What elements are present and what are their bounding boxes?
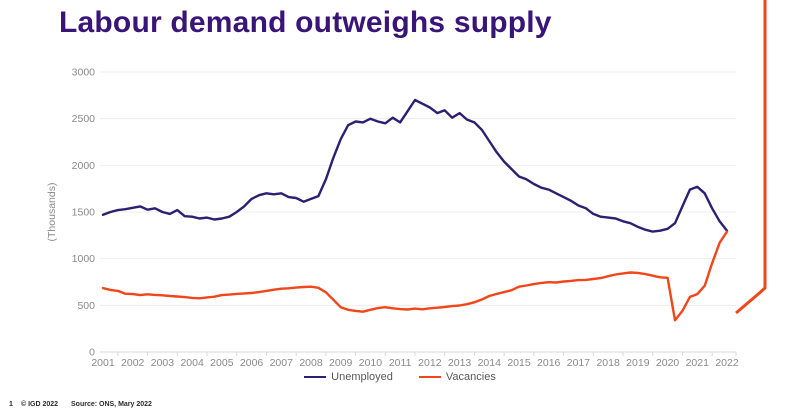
svg-text:2010: 2010	[359, 357, 383, 369]
source-text: Source: ONS, Mary 2022	[71, 401, 152, 408]
legend-label-vacancies: Vacancies	[445, 371, 496, 383]
svg-text:2012: 2012	[418, 357, 442, 369]
svg-text:0: 0	[89, 347, 95, 359]
svg-text:3000: 3000	[72, 67, 96, 79]
svg-text:2018: 2018	[596, 357, 620, 369]
svg-text:2016: 2016	[537, 357, 561, 369]
svg-text:2004: 2004	[180, 357, 204, 369]
svg-text:2021: 2021	[686, 357, 710, 369]
legend-swatch-unemployed-line	[304, 375, 327, 379]
svg-text:2000: 2000	[72, 160, 96, 172]
svg-text:2002: 2002	[121, 357, 145, 369]
legend-item-unemployed: Unemployed	[304, 371, 393, 383]
svg-text:2007: 2007	[270, 357, 294, 369]
slide-footer: 1 © IGD 2022 Source: ONS, Mary 2022	[0, 399, 800, 413]
svg-text:2005: 2005	[210, 357, 234, 369]
svg-text:2009: 2009	[329, 357, 353, 369]
chart-legend: Unemployed Vacancies	[0, 371, 800, 383]
page-title: Labour demand outweighs supply	[59, 6, 552, 39]
legend-item-vacancies: Vacancies	[418, 371, 496, 383]
svg-text:2003: 2003	[151, 357, 175, 369]
svg-text:2014: 2014	[478, 357, 502, 369]
svg-text:2500: 2500	[72, 113, 96, 125]
svg-text:2022: 2022	[715, 357, 739, 369]
svg-text:2015: 2015	[507, 357, 531, 369]
svg-text:1500: 1500	[72, 207, 96, 219]
svg-text:500: 500	[77, 300, 95, 312]
svg-text:2019: 2019	[626, 357, 650, 369]
page-number: 1	[9, 401, 13, 408]
svg-text:2020: 2020	[656, 357, 680, 369]
svg-text:2011: 2011	[389, 357, 412, 369]
svg-text:2006: 2006	[240, 357, 264, 369]
svg-text:2008: 2008	[299, 357, 323, 369]
svg-text:1000: 1000	[72, 253, 96, 265]
svg-text:2013: 2013	[448, 357, 472, 369]
legend-label-unemployed: Unemployed	[331, 371, 393, 383]
copyright-text: © IGD 2022	[21, 401, 59, 408]
legend-swatch-vacancies-line	[418, 375, 441, 379]
svg-text:2017: 2017	[567, 357, 591, 369]
svg-text:2001: 2001	[91, 357, 115, 369]
